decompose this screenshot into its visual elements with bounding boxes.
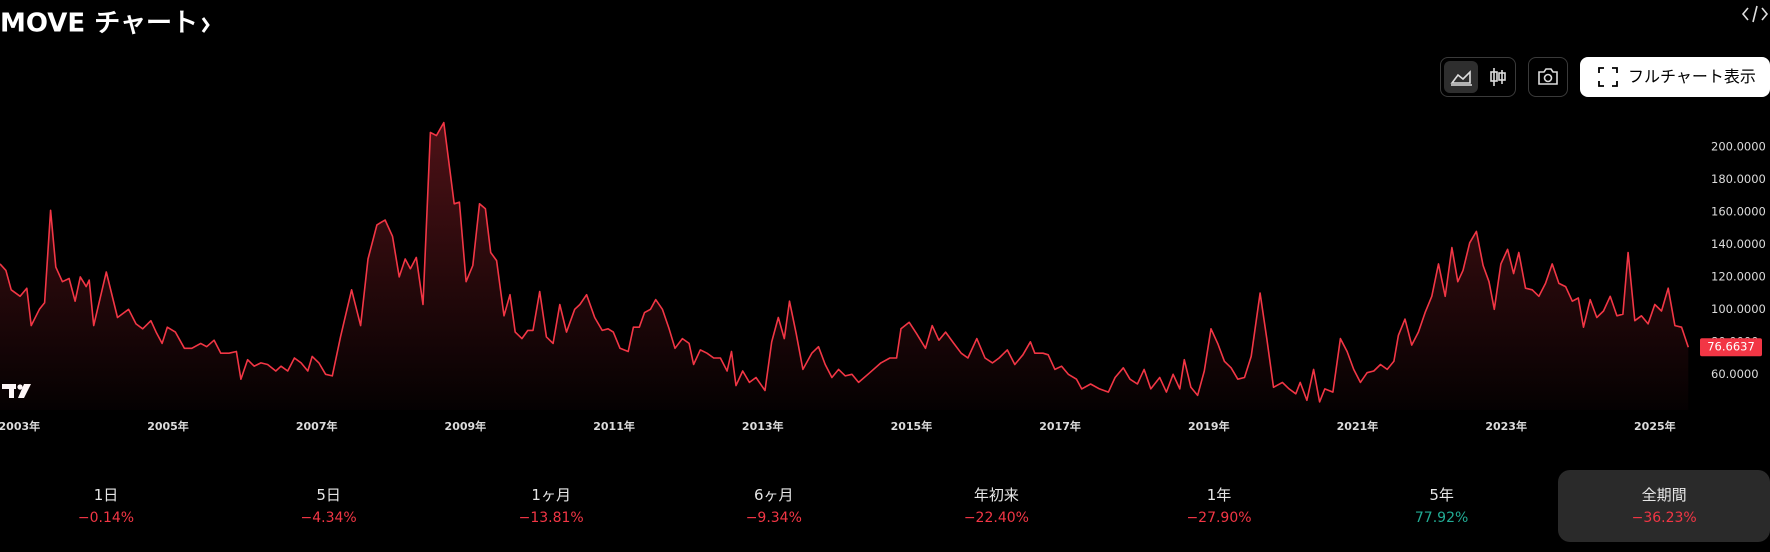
period-label: 1日 <box>93 486 119 504</box>
x-tick-label: 2019年 <box>1188 419 1230 433</box>
x-tick-label: 2003年 <box>0 419 40 433</box>
period-change: −36.23% <box>1631 510 1697 526</box>
area-icon <box>1450 70 1472 86</box>
period-change: −0.14% <box>77 510 135 526</box>
x-tick-label: 2005年 <box>147 419 189 433</box>
period-tab[interactable]: 5日 −4.34% <box>223 470 435 542</box>
price-line <box>0 121 1690 403</box>
x-tick-label: 2011年 <box>593 419 635 433</box>
snapshot-button[interactable] <box>1528 57 1568 97</box>
camera-icon <box>1538 68 1558 85</box>
chart-type-group <box>1440 57 1516 97</box>
area-chart-button[interactable] <box>1444 61 1478 93</box>
fullscreen-icon <box>1598 67 1618 87</box>
full-chart-button[interactable]: フルチャート表示 <box>1580 57 1770 97</box>
x-tick-label: 2015年 <box>891 419 933 433</box>
period-label: 5日 <box>316 486 341 504</box>
y-tick-label: 140.0000 <box>1711 237 1766 251</box>
period-change: −9.34% <box>745 510 802 526</box>
title-chevron[interactable] <box>201 17 210 33</box>
x-tick-label: 2017年 <box>1039 419 1081 433</box>
y-tick-label: 180.0000 <box>1711 172 1766 186</box>
period-tab[interactable]: 1日 −0.14% <box>0 470 212 542</box>
y-tick-label: 160.0000 <box>1711 204 1766 218</box>
period-label: 1年 <box>1206 486 1232 504</box>
x-tick-label: 2013年 <box>742 419 784 433</box>
x-tick-label: 2021年 <box>1337 419 1379 433</box>
x-tick-label: 2007年 <box>296 419 338 433</box>
y-tick-label: 200.0000 <box>1711 139 1766 153</box>
period-change: −27.90% <box>1186 510 1252 526</box>
period-label: 5年 <box>1429 486 1454 504</box>
period-label: 年初来 <box>973 486 1019 504</box>
x-tick-label: 2025年 <box>1634 419 1676 433</box>
x-tick-label: 2009年 <box>445 419 487 433</box>
area-fill <box>0 122 1689 410</box>
period-change: −22.40% <box>963 510 1029 526</box>
period-change: 77.92% <box>1414 510 1469 526</box>
period-label: 1ヶ月 <box>531 486 571 504</box>
period-tab[interactable]: 5年 77.92% <box>1336 470 1548 542</box>
period-tab[interactable]: 年初来 −22.40% <box>890 470 1102 542</box>
candle-button[interactable] <box>1481 61 1515 93</box>
period-change: −4.34% <box>300 510 357 526</box>
last-value-label: 76.6637 <box>1707 340 1755 354</box>
last-value-box <box>1700 338 1762 357</box>
period-change: −13.81% <box>518 510 584 526</box>
y-tick-label: 120.0000 <box>1711 269 1766 283</box>
y-tick-label: 100.0000 <box>1711 302 1766 316</box>
x-tick-label: 2023年 <box>1485 419 1527 433</box>
chart-title[interactable]: MOVE チャート <box>0 9 198 39</box>
period-tab[interactable]: 全期間 −36.23% <box>1558 470 1770 542</box>
full-chart-label: フルチャート表示 <box>1628 67 1756 86</box>
period-label: 全期間 <box>1641 486 1687 504</box>
period-tab[interactable]: 1ヶ月 −13.81% <box>445 470 657 542</box>
embed-icon[interactable] <box>1741 5 1769 23</box>
period-tab[interactable]: 1年 −27.90% <box>1113 470 1325 542</box>
period-label: 6ヶ月 <box>754 486 794 504</box>
period-tab[interactable]: 6ヶ月 −9.34% <box>668 470 880 542</box>
y-tick-label: 60.0000 <box>1711 367 1759 381</box>
